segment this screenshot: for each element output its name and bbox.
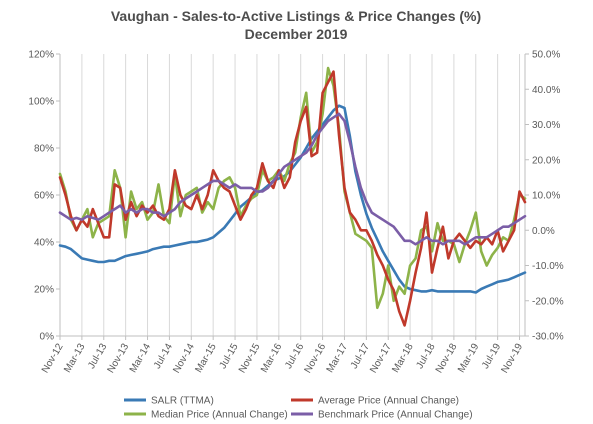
x-tick-label: Jul-18 [414, 341, 437, 370]
legend-label: Median Price (Annual Change) [151, 410, 288, 421]
x-tick-label: Jul-19 [480, 341, 503, 370]
series-line [58, 112, 527, 246]
legend-item: Benchmark Price (Annual Change) [291, 410, 473, 421]
x-tick-label: Jul-14 [152, 341, 175, 370]
legend-label: Benchmark Price (Annual Change) [318, 410, 473, 421]
x-tick-label: Jul-13 [86, 341, 109, 370]
x-tick-label: Jul-16 [283, 341, 306, 370]
legend: SALR (TTMA) Average Price (Annual Change)… [124, 396, 473, 421]
y-left-tick-label: 20% [34, 285, 54, 296]
y-right-tick-label: 40.0% [532, 85, 560, 96]
chart-title: Vaughan - Sales-to-Active Listings & Pri… [111, 8, 481, 24]
y-right-tick-label: -20.0% [532, 296, 564, 307]
x-tick-label: Mar-15 [193, 341, 219, 374]
x-tick-label: Mar-19 [456, 341, 482, 374]
y-left-tick-label: 40% [34, 238, 54, 249]
legend-label: SALR (TTMA) [151, 396, 214, 407]
y-left-tick-label: 60% [34, 191, 54, 202]
legend-item: Average Price (Annual Change) [291, 396, 459, 407]
y-left-tick-label: 120% [28, 50, 54, 61]
y-right-tick-label: -30.0% [532, 332, 564, 343]
x-tick-label: Mar-16 [259, 341, 285, 374]
y-left-tick-label: 100% [28, 97, 54, 108]
x-tick-label: Mar-17 [325, 341, 351, 374]
grid-lines [59, 54, 521, 336]
y-right-tick-label: 20.0% [532, 155, 560, 166]
legend-label: Average Price (Annual Change) [318, 396, 459, 407]
x-tick-label: Nov-19 [500, 341, 526, 375]
series-line [58, 70, 527, 327]
x-tick-label: Mar-13 [62, 341, 88, 374]
x-tick-label: Jul-15 [218, 341, 241, 370]
legend-item: SALR (TTMA) [124, 396, 214, 407]
chart-subtitle: December 2019 [245, 26, 348, 42]
y-left-tick-label: 80% [34, 144, 54, 155]
series-lines [58, 66, 527, 327]
y-right-tick-label: 0.0% [532, 226, 555, 237]
y-right-tick-label: 10.0% [532, 191, 560, 202]
x-tick-label: Mar-14 [128, 341, 154, 374]
series-line [58, 66, 527, 310]
y-right-tick-label: 50.0% [532, 50, 560, 61]
y-left-tick-label: 0% [40, 332, 55, 343]
y-right-tick-label: 30.0% [532, 120, 560, 131]
x-tick-label: Jul-17 [349, 341, 372, 370]
legend-item: Median Price (Annual Change) [124, 410, 288, 421]
y-right-tick-label: -10.0% [532, 261, 564, 272]
x-tick-label: Mar-18 [390, 341, 416, 374]
